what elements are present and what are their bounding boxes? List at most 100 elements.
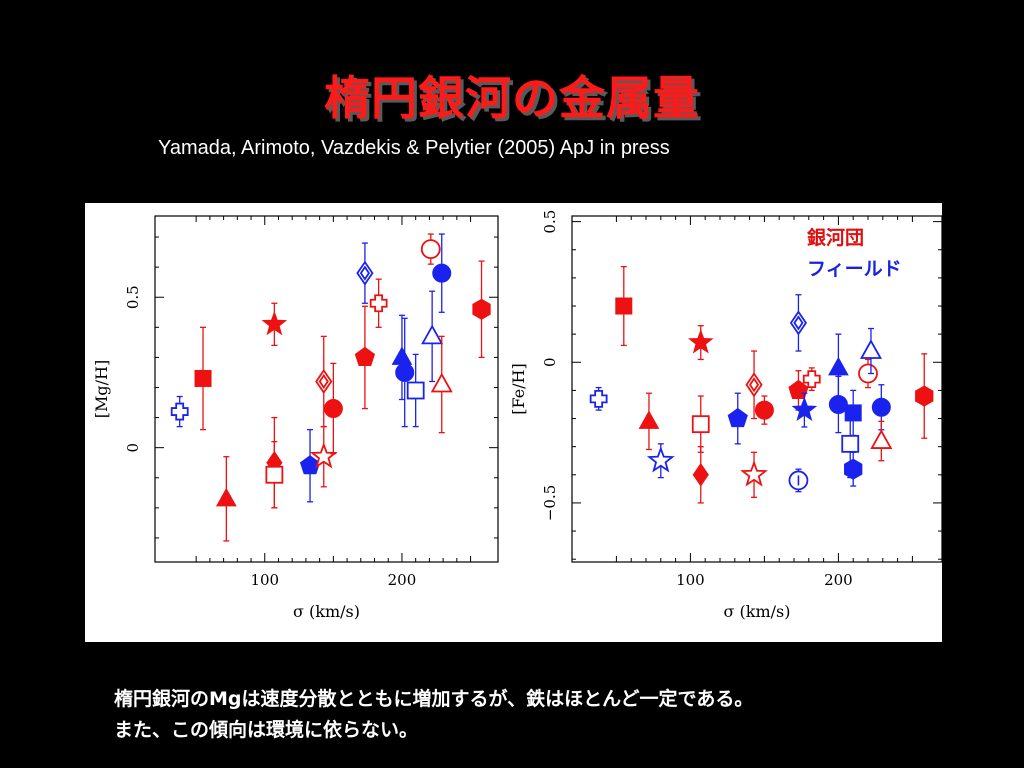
fe-plot-point-15 — [802, 367, 821, 392]
fe-plot-marker-diamond-6 — [692, 462, 709, 487]
fe-plot-point-3 — [646, 443, 675, 479]
fe-plot-x-tick-label: 200 — [824, 571, 853, 589]
mg-plot-x-tick-label: 200 — [388, 571, 417, 589]
mg-plot-point-8 — [309, 425, 338, 488]
mg-plot-point-12 — [369, 278, 388, 328]
mg-plot-point-11 — [354, 305, 376, 410]
mg-plot-point-2 — [215, 456, 237, 542]
fe-plot-point-20 — [844, 451, 863, 487]
caption: 楕円銀河のMgは速度分散とともに増加するが、鉄はほとんど一定である。 また、この… — [114, 684, 753, 746]
mg-plot-x-tick-label: 100 — [250, 571, 279, 589]
mg-plot-marker-circle-18 — [432, 263, 452, 283]
fe-plot-point-7 — [727, 392, 748, 445]
fe-plot-frame — [571, 215, 942, 563]
mg-plot-marker-star-8 — [309, 442, 338, 469]
fe-plot-x-tick-label: 100 — [676, 571, 705, 589]
fe-plot-point-5 — [691, 395, 710, 453]
fe-plot-point-0 — [589, 386, 608, 411]
fe-plot-marker-star-4 — [687, 329, 714, 354]
fe-plot-marker-star-3 — [646, 446, 675, 473]
legend-cluster-label: 銀河団 — [807, 227, 865, 249]
mg-plot-point-6 — [299, 428, 321, 503]
fe-plot-y-axis-label: [Fe/H] — [509, 363, 528, 415]
mg-plot-point-1 — [194, 326, 212, 431]
mg-plot-marker-circle-16 — [420, 239, 441, 259]
caption-line-2: また、この傾向は環境に依らない。 — [114, 719, 419, 741]
mg-plot-point-9 — [323, 362, 343, 455]
mg-plot-marker-triangle-13 — [391, 346, 413, 365]
fe-plot-point-24 — [870, 420, 893, 462]
fe-plot-marker-cross-0 — [589, 389, 608, 408]
fe-plot-marker-pentagon-12 — [788, 379, 809, 399]
fe-plot-marker-hexagon-25 — [915, 385, 934, 407]
fe-plot-marker-triangle-2 — [638, 410, 660, 429]
fe-plot-marker-square-1 — [615, 297, 633, 315]
fe-plot-point-11 — [789, 294, 808, 352]
fe-plot-y-tick-label: −0.5 — [541, 485, 559, 521]
fe-plot-marker-square-18 — [841, 434, 860, 453]
chart-panel: 100 200 0 0.5 σ (km/s) [Mg/H] 100 200 −0.5 0 0.5 σ … — [85, 203, 942, 642]
mg-plot-marker-pentagon-11 — [354, 346, 376, 366]
mg-plot-marker-star-3 — [261, 310, 288, 336]
mg-plot-point-13 — [391, 314, 413, 401]
mg-plot-y-axis-label: [Mg/H] — [92, 360, 111, 418]
fe-plot-y-tick-label: 0.5 — [541, 210, 559, 234]
fe-plot-marker-star-9 — [740, 460, 768, 487]
mg-plot-marker-triangle-2 — [215, 487, 237, 507]
fe-plot-marker-triangle-24 — [870, 429, 893, 449]
mg-plot-marker-cross-12 — [369, 294, 388, 313]
fe-plot-point-22 — [859, 327, 882, 375]
mg-plot-point-0 — [170, 395, 189, 428]
mg-plot-point-10 — [356, 242, 374, 304]
fe-plot-marker-square-5 — [691, 415, 710, 434]
fe-plot-marker-diamond-11 — [793, 315, 804, 331]
fe-plot-point-14 — [791, 392, 818, 428]
mg-plot-marker-hexagon-20 — [472, 298, 491, 320]
mg-plot-marker-square-1 — [194, 369, 212, 387]
mg-plot-marker-diamond-10 — [359, 265, 370, 281]
fe-plot-point-4 — [687, 325, 714, 361]
fe-plot-marker-pentagon-7 — [727, 407, 748, 428]
mg-plot-point-18 — [432, 233, 452, 313]
mg-plot-marker-diamond-7 — [318, 373, 329, 390]
fe-plot-point-25 — [915, 353, 934, 439]
mg-plot-marker-circle-14 — [395, 362, 415, 382]
mg-plot-point-3 — [261, 302, 288, 347]
mg-plot-x-axis-label: σ (km/s) — [293, 602, 360, 621]
fe-plot-marker-diamond-8 — [748, 377, 760, 393]
mg-plot-point-15 — [406, 353, 425, 428]
mg-plot-point-14 — [395, 317, 415, 428]
fe-plot-x-axis-label: σ (km/s) — [724, 602, 791, 621]
fe-plot-point-1 — [615, 265, 633, 347]
fe-plot-point-6 — [692, 446, 709, 504]
citation: Yamada, Arimoto, Vazdekis & Pelytier (20… — [158, 137, 670, 159]
mg-plot-point-19 — [430, 335, 453, 434]
fe-plot-marker-cross-15 — [802, 370, 821, 389]
mg-plot-point-16 — [420, 233, 441, 265]
fe-plot-marker-triangle-22 — [859, 339, 882, 359]
fe-plot-point-2 — [638, 392, 660, 451]
mg-plot-y-tick-label: 0.5 — [124, 285, 142, 309]
fe-plot-point-17 — [828, 375, 848, 434]
fe-plot-marker-star-14 — [791, 396, 818, 421]
mg-plot-point-17 — [421, 290, 444, 383]
mg-plot-marker-circle-9 — [323, 399, 343, 419]
fe-plot-point-13 — [788, 468, 809, 493]
fe-plot-marker-circle-10 — [754, 400, 774, 420]
fe-plot-marker-triangle-16 — [828, 356, 849, 376]
mg-plot-marker-square-15 — [406, 381, 425, 400]
mg-plot-point-5 — [265, 441, 284, 509]
scatter-plots: 100 200 0 0.5 σ (km/s) [Mg/H] 100 200 −0.5 0 0.5 σ … — [92, 210, 942, 621]
fe-plot-y-tick-label: 0 — [541, 358, 559, 368]
fe-plot-point-19 — [844, 389, 862, 437]
mg-plot-point-20 — [472, 260, 491, 359]
mg-plot-point-7 — [315, 335, 333, 428]
fe-plot-marker-square-19 — [844, 404, 862, 422]
mg-plot-frame — [154, 215, 499, 563]
fe-plot-marker-circle-23 — [871, 397, 891, 417]
mg-plot-marker-triangle-17 — [421, 324, 444, 345]
fe-plot-point-9 — [740, 451, 768, 498]
slide-title: 楕円銀河の金属量 — [324, 71, 700, 125]
mg-plot-marker-cross-0 — [170, 402, 189, 421]
fe-plot-point-10 — [754, 395, 774, 425]
